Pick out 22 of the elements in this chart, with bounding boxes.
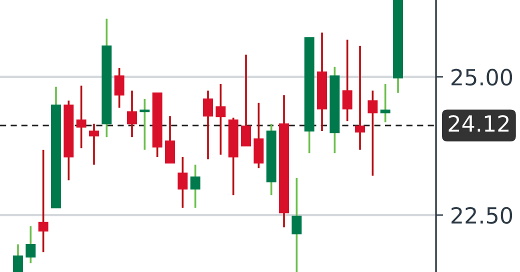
candlestick [342, 38, 352, 122]
candlestick [380, 83, 390, 124]
candlestick [127, 90, 137, 138]
candlestick [178, 156, 188, 209]
candlestick [38, 148, 48, 254]
candlestick [114, 67, 124, 109]
y-tick-label: 22.50 [452, 207, 512, 224]
candlestick [89, 122, 99, 166]
ref-line-label: 24.12 [448, 115, 509, 132]
candlestick [13, 243, 23, 272]
candlestick [368, 90, 378, 177]
candlestick [355, 44, 365, 151]
candlestick [165, 115, 175, 164]
candlestick [26, 225, 36, 264]
candlestick [140, 98, 150, 151]
y-tick-label: 25.00 [452, 68, 512, 86]
candlestick [203, 90, 213, 160]
candlestick [241, 54, 251, 147]
candlestick [216, 83, 226, 156]
candlestick [292, 177, 302, 272]
candlestick [76, 84, 86, 150]
candlestick [190, 164, 200, 209]
